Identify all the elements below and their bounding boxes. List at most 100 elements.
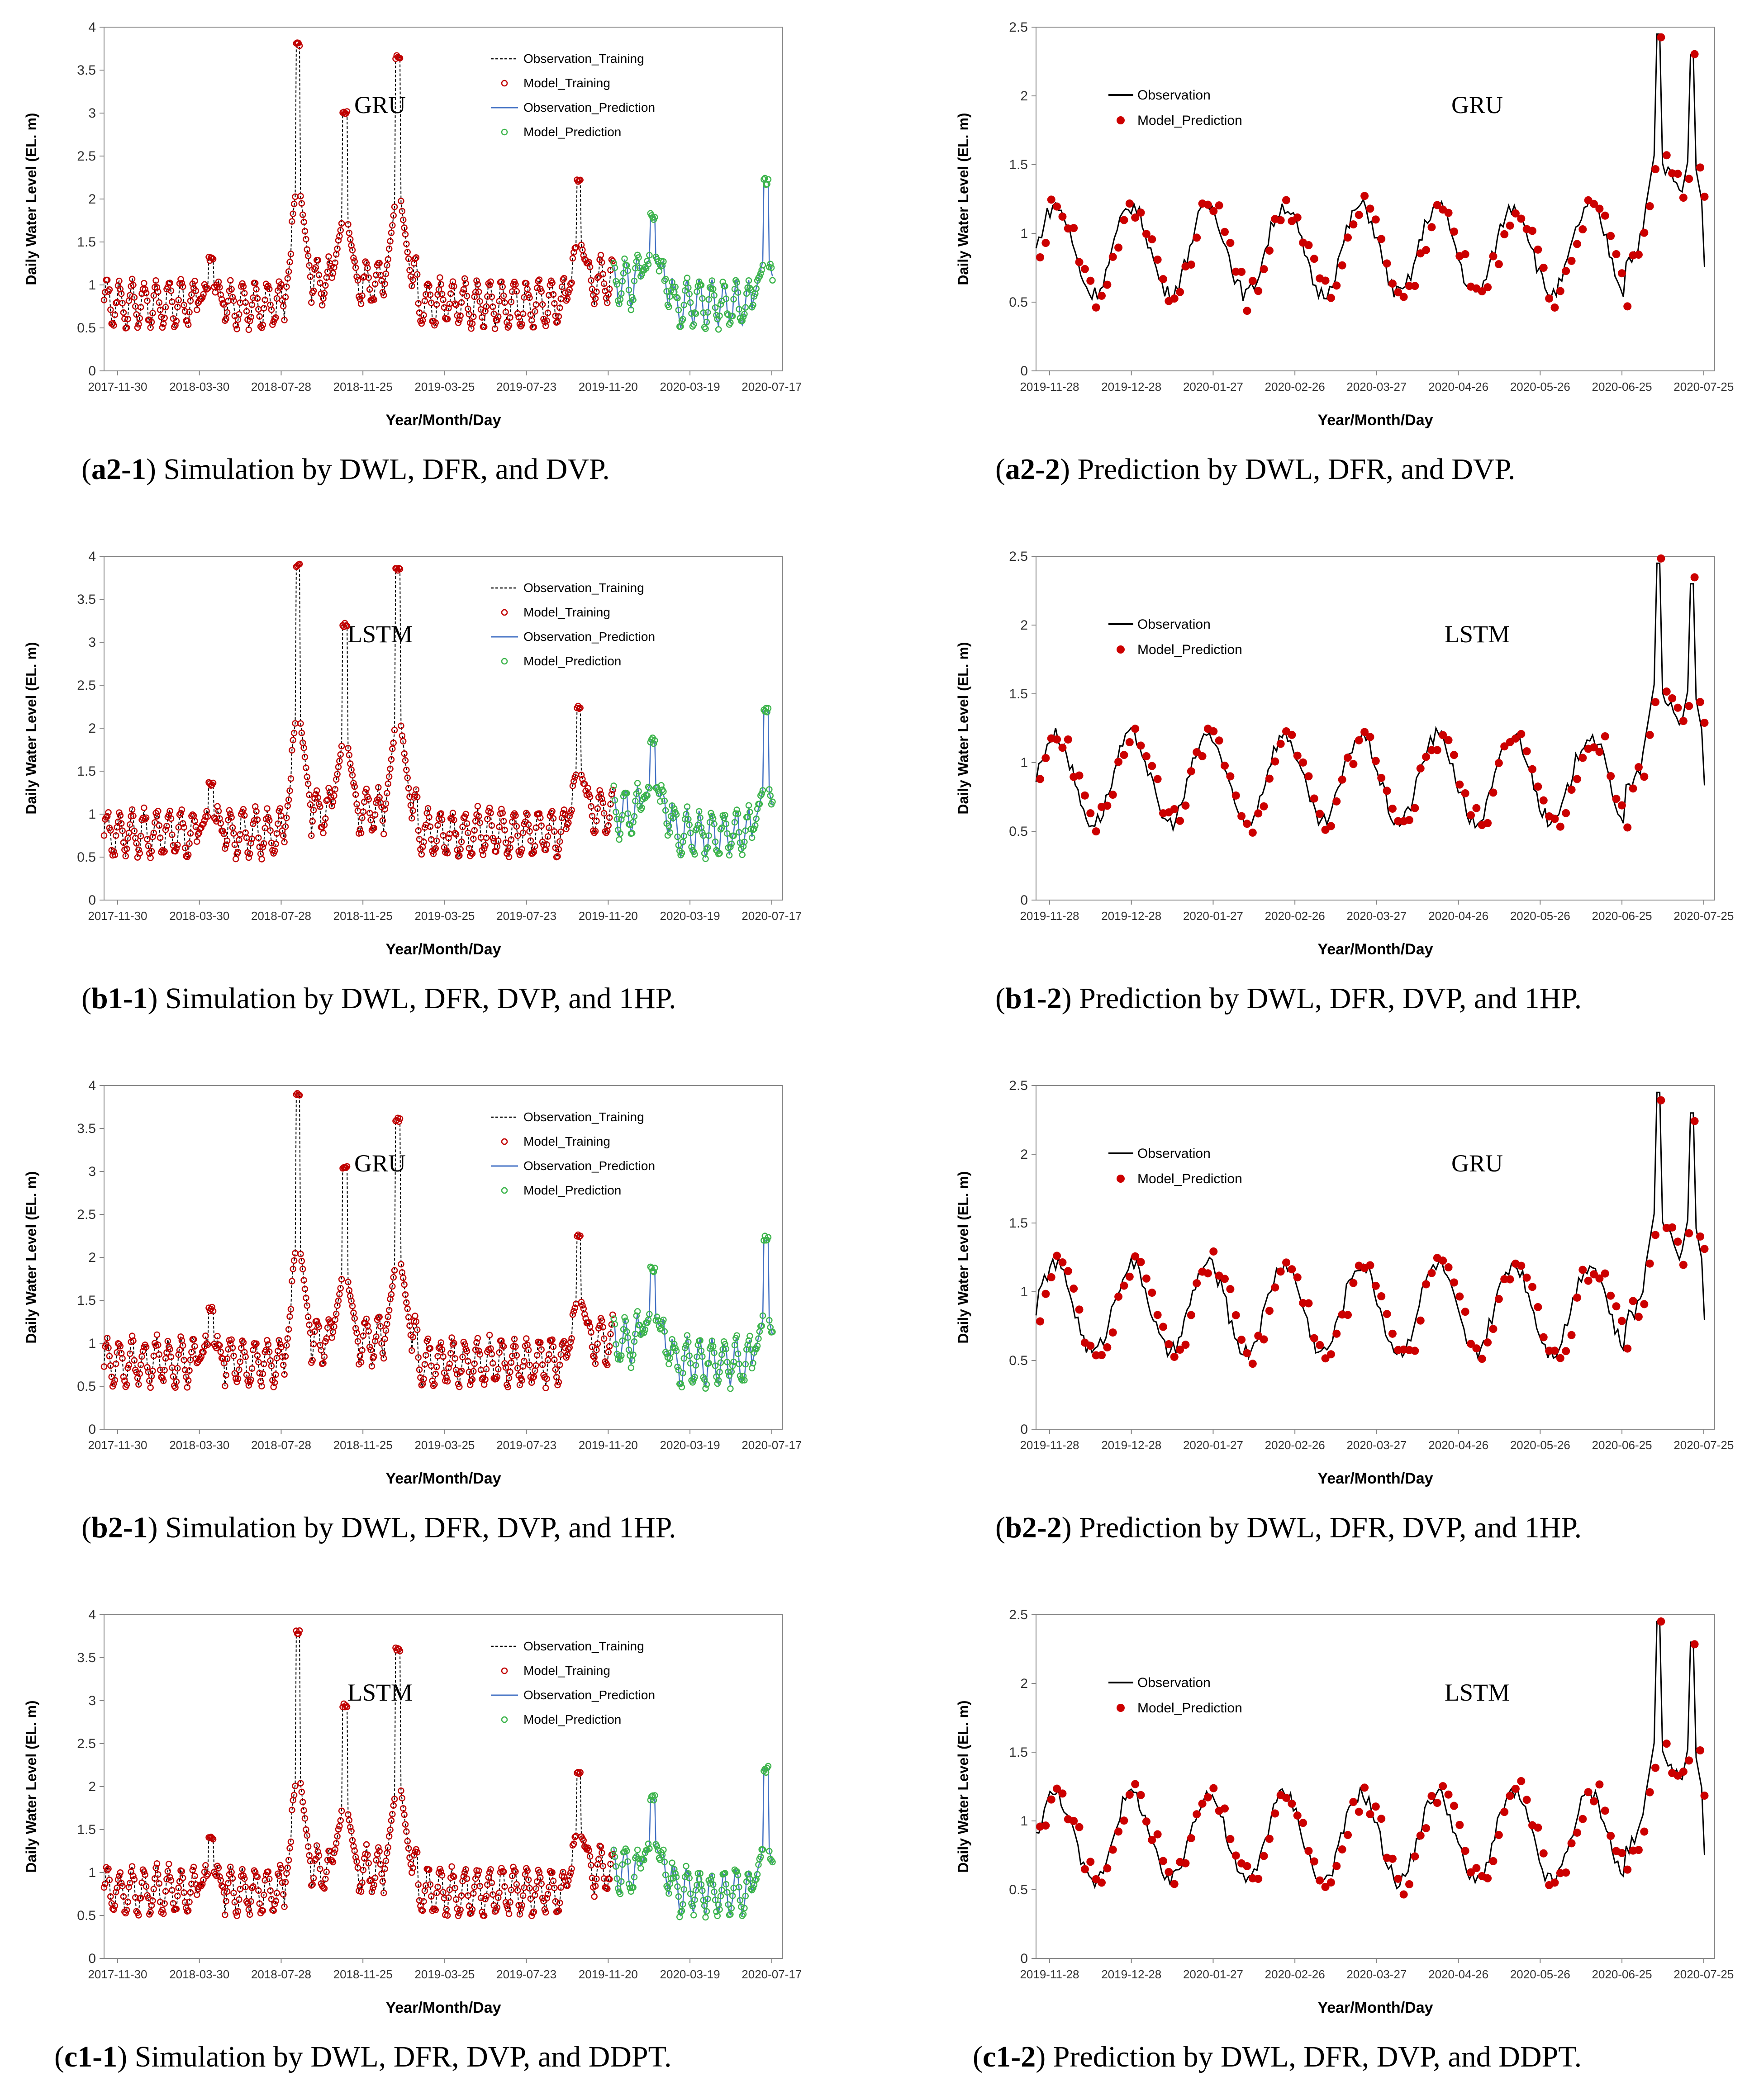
model-training-point — [390, 212, 397, 219]
model-training-point — [276, 1872, 282, 1879]
model-training-point — [156, 1351, 162, 1358]
model-prediction-point — [701, 1902, 708, 1909]
model-training-point — [138, 290, 145, 297]
model-training-point — [295, 1630, 302, 1637]
y-tick-label: 0.5 — [1009, 1882, 1028, 1897]
model-prediction-point — [663, 288, 670, 295]
model-training-point — [377, 1861, 384, 1868]
model-name: LSTM — [1445, 1679, 1510, 1706]
model-training-point — [359, 814, 366, 821]
model-training-point — [209, 1304, 215, 1311]
model-training-point — [159, 324, 166, 331]
model-prediction-point — [765, 705, 772, 712]
model-training-point — [469, 1376, 476, 1383]
model-prediction-point — [1494, 1831, 1503, 1839]
model-training-point — [569, 255, 576, 262]
model-training-point — [418, 320, 425, 327]
model-training-point — [335, 237, 342, 244]
model-prediction-point — [673, 1873, 680, 1881]
model-prediction-point — [644, 792, 651, 799]
model-prediction-point — [699, 1887, 706, 1894]
model-prediction-point — [1700, 1792, 1709, 1800]
model-prediction-point — [694, 1882, 700, 1888]
model-prediction-point — [1399, 1890, 1408, 1899]
model-training-point — [357, 1352, 363, 1359]
model-prediction-point — [1411, 1852, 1419, 1861]
model-training-point — [299, 1798, 306, 1806]
model-training-point — [259, 1907, 266, 1914]
model-training-point — [186, 1367, 193, 1374]
model-prediction-point — [1271, 1283, 1279, 1292]
model-training-point — [457, 1369, 464, 1376]
chart-c1-2: 0 0.5 1 1.5 2 2.5 2019-11-28 2019-12-28 2020-01-… — [941, 1597, 1755, 2031]
model-training-point — [465, 830, 471, 836]
model-prediction-point — [678, 849, 685, 857]
model-prediction-point — [635, 788, 642, 795]
model-training-point — [147, 1384, 154, 1391]
model-training-point — [424, 1335, 432, 1342]
model-prediction-point — [725, 1901, 732, 1908]
model-training-point — [328, 802, 335, 810]
model-training-point — [136, 850, 143, 857]
x-tick-label: 2020-04-26 — [1428, 909, 1488, 923]
model-prediction-point — [1528, 1283, 1537, 1291]
model-training-point — [282, 823, 289, 830]
model-training-point — [401, 1281, 408, 1288]
model-training-point — [209, 1835, 215, 1842]
model-prediction-point — [1388, 804, 1397, 813]
model-training-point — [371, 1353, 377, 1360]
model-training-point — [253, 808, 260, 815]
x-tick-label: 2017-11-30 — [88, 380, 147, 393]
model-training-point — [555, 313, 562, 320]
model-training-point — [440, 832, 447, 839]
model-training-point — [254, 1873, 261, 1881]
model-training-point — [437, 810, 444, 817]
model-prediction-point — [713, 312, 720, 319]
model-prediction-point — [1131, 1780, 1140, 1788]
model-prediction-point — [639, 1856, 647, 1863]
model-training-point — [284, 802, 291, 809]
model-training-point — [308, 1882, 315, 1889]
model-training-point — [371, 280, 379, 288]
model-prediction-point — [652, 1317, 659, 1324]
model-training-point — [423, 291, 429, 298]
model-training-point — [144, 297, 151, 304]
model-prediction-point — [1411, 804, 1419, 812]
model-training-point — [223, 841, 229, 848]
model-training-point — [188, 291, 195, 298]
model-training-point — [118, 820, 125, 827]
model-training-point — [200, 1877, 207, 1883]
model-training-point — [366, 286, 373, 293]
y-tick-label: 1 — [1020, 1814, 1028, 1829]
model-training-point — [580, 1837, 587, 1844]
model-training-point — [120, 1373, 127, 1380]
model-prediction-point — [689, 1379, 696, 1386]
model-training-point — [401, 1811, 408, 1818]
model-prediction-point — [1607, 232, 1615, 240]
model-prediction-point — [697, 814, 704, 821]
model-prediction-point — [1679, 1768, 1688, 1776]
model-prediction-point — [1120, 1281, 1128, 1290]
model-prediction-point — [765, 1234, 772, 1241]
model-prediction-point — [1427, 1792, 1436, 1800]
model-prediction-point — [627, 1884, 633, 1891]
chart-b1-2: 0 0.5 1 1.5 2 2.5 2019-11-28 2019-12-28 2020-01-… — [941, 538, 1755, 972]
model-training-point — [280, 832, 287, 839]
model-training-point — [474, 1871, 481, 1878]
model-training-point — [244, 1900, 251, 1907]
x-axis-label: Year/Month/Day — [385, 941, 501, 958]
model-training-point — [385, 1833, 393, 1840]
model-training-point — [328, 1320, 334, 1327]
model-prediction-point — [1573, 1828, 1581, 1837]
model-prediction-point — [1260, 802, 1268, 811]
model-training-point — [599, 799, 607, 806]
model-training-point — [538, 288, 545, 295]
model-training-point — [384, 262, 390, 269]
model-training-point — [239, 280, 246, 287]
x-tick-label: 2019-07-23 — [496, 380, 556, 393]
model-training-point — [173, 318, 180, 325]
model-training-point — [275, 1347, 281, 1355]
model-training-point — [557, 828, 564, 835]
model-training-point — [299, 1266, 306, 1272]
